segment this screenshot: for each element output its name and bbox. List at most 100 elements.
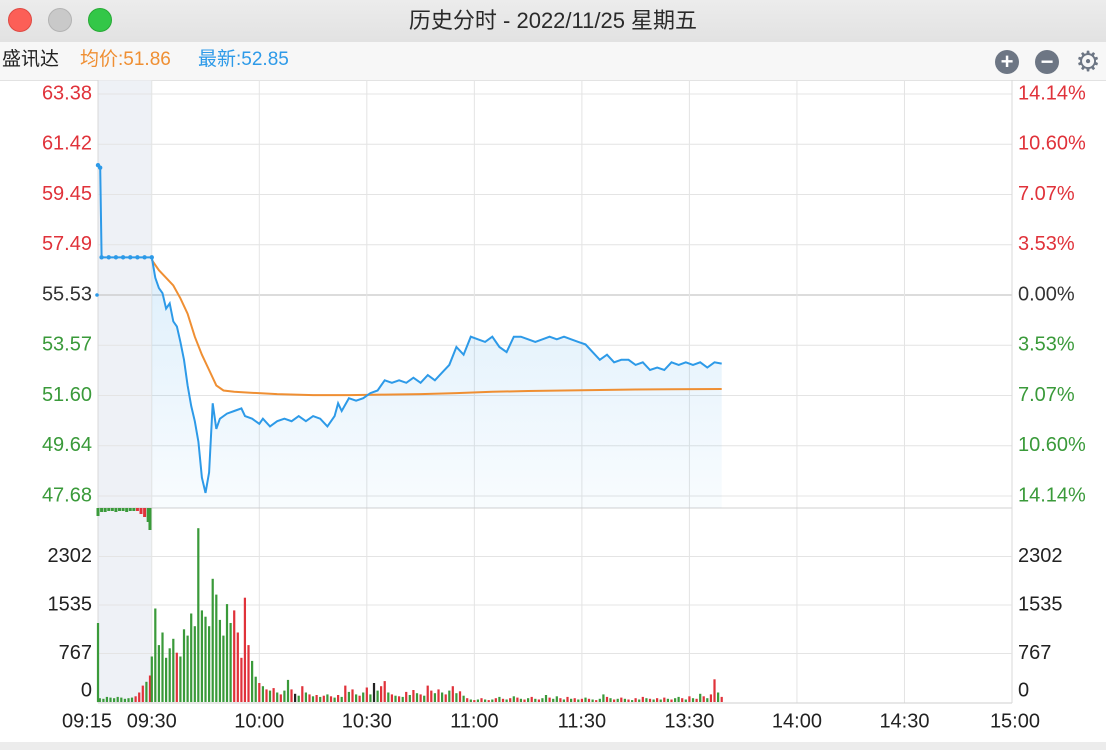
volume-bar [384, 681, 386, 702]
volume-bar [520, 699, 522, 702]
volume-bar [201, 610, 203, 702]
price-tick-label: 47.68 [42, 484, 92, 506]
volume-bar [312, 696, 314, 702]
volume-bar [613, 700, 615, 703]
volume-bar [106, 697, 108, 702]
price-tick-label: 55.53 [42, 283, 92, 305]
volume-bar [674, 698, 676, 702]
volume-bar [187, 636, 189, 702]
volume-bar [113, 698, 115, 702]
volume-bar [247, 645, 249, 702]
volume-bar [577, 700, 579, 703]
volume-bar [441, 693, 443, 703]
volume-bar [127, 698, 129, 702]
auction-imbalance-bar [136, 508, 139, 511]
volume-bar [120, 698, 122, 702]
volume-bar [703, 696, 705, 702]
stock-name: 盛讯达 [2, 42, 59, 80]
volume-bar [154, 609, 156, 703]
time-tick-label: 14:30 [879, 710, 929, 732]
auction-imbalance-bar [122, 508, 125, 511]
volume-bar [445, 694, 447, 702]
auction-point [142, 255, 146, 259]
auction-imbalance-bar [140, 508, 143, 514]
volume-bar [405, 692, 407, 702]
volume-tick-label: 2302 [48, 545, 93, 567]
volume-bar [495, 698, 497, 702]
volume-bar [316, 695, 318, 702]
volume-bar [373, 683, 375, 702]
volume-bar [359, 696, 361, 702]
volume-bar [624, 699, 626, 702]
percent-tick-label: 10.60% [1018, 133, 1086, 155]
volume-tick-label-right: 2302 [1018, 545, 1063, 567]
volume-bar [538, 700, 540, 703]
volume-bar [502, 699, 504, 702]
zoom-out-button[interactable]: − [1035, 50, 1059, 74]
volume-bar [581, 699, 583, 702]
volume-bar [290, 689, 292, 702]
volume-bar [617, 699, 619, 702]
volume-bar [663, 698, 665, 702]
volume-bar [452, 686, 454, 702]
volume-bar [269, 691, 271, 702]
volume-tick-label-right: 767 [1018, 642, 1051, 664]
volume-bar [366, 688, 368, 703]
auction-imbalance-bar [143, 508, 146, 517]
volume-bar [109, 698, 111, 702]
volume-bar [549, 698, 551, 702]
volume-bar [355, 694, 357, 702]
volume-bar [527, 698, 529, 702]
volume-bar [416, 693, 418, 702]
volume-bar [215, 595, 217, 702]
volume-bar [681, 698, 683, 702]
volume-bar [265, 689, 267, 702]
volume-bar [584, 698, 586, 702]
volume-bar [602, 694, 604, 702]
volume-bar [484, 700, 486, 703]
volume-bar [523, 700, 525, 703]
auction-imbalance-bar [114, 508, 117, 512]
volume-bar [420, 694, 422, 702]
minus-circle-icon: − [1041, 49, 1054, 74]
volume-bar [459, 691, 461, 702]
volume-bar [649, 699, 651, 702]
volume-bar [230, 623, 232, 702]
volume-bar [308, 694, 310, 702]
volume-bar [706, 698, 708, 702]
latest-price-label: 最新:52.85 [198, 42, 289, 80]
volume-bar [176, 653, 178, 702]
settings-button[interactable]: ⚙ [1074, 48, 1102, 76]
volume-bar [541, 698, 543, 702]
volume-bar [721, 697, 723, 702]
time-tick-label: 09:30 [127, 710, 177, 732]
auction-point [150, 255, 154, 259]
volume-bar [556, 696, 558, 702]
price-tick-label: 49.64 [42, 434, 92, 456]
volume-bar [552, 699, 554, 702]
volume-bar [194, 626, 196, 702]
volume-bar [545, 695, 547, 702]
volume-bar [348, 692, 350, 702]
volume-tick-label: 0 [81, 679, 92, 701]
volume-bar [197, 528, 199, 702]
volume-bar [437, 689, 439, 702]
volume-bar [326, 694, 328, 702]
price-tick-label: 63.38 [42, 82, 92, 104]
window-title: 历史分时 - 2022/11/25 星期五 [0, 0, 1106, 42]
volume-bar [717, 693, 719, 703]
volume-bar [559, 698, 561, 702]
volume-bar [423, 696, 425, 702]
auction-point [114, 255, 118, 259]
percent-tick-label: 3.53% [1018, 334, 1075, 356]
volume-bar [595, 700, 597, 702]
volume-bar [344, 686, 346, 702]
intraday-chart[interactable]: 63.38 61.42 59.45 57.49 55.53 53.57 51.60 49.64… [0, 80, 1106, 750]
volume-bar [534, 699, 536, 702]
volume-bar [448, 691, 450, 702]
volume-bar [276, 693, 278, 703]
volume-bar [161, 633, 163, 703]
zoom-in-button[interactable]: + [995, 50, 1019, 74]
volume-bar [566, 697, 568, 702]
